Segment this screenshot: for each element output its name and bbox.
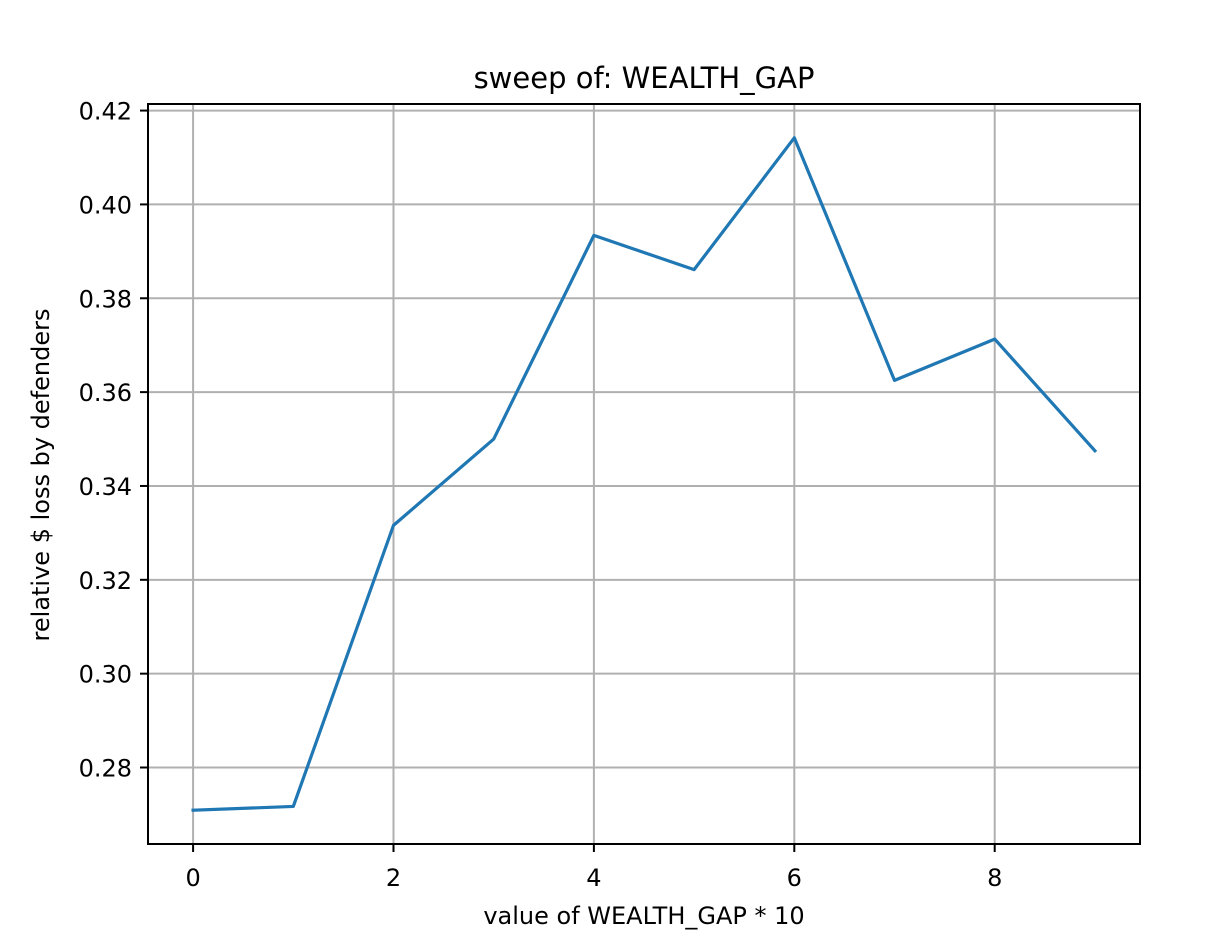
x-axis-label: value of WEALTH_GAP * 10	[483, 902, 804, 930]
y-axis-label: relative $ loss by defenders	[27, 309, 55, 642]
series-line	[191, 136, 1098, 812]
y-tick-labels: 0.28 0.30 0.32 0.34 0.36 0.38 0.40 0.42	[79, 98, 132, 783]
x-tick-labels: 0 2 4 6 8	[185, 864, 1002, 892]
y-tick-label: 0.30	[79, 661, 132, 689]
grid-lines	[148, 104, 1140, 844]
y-tick-label: 0.28	[79, 755, 132, 783]
data-series	[191, 136, 1098, 812]
axes-frame	[147, 103, 1141, 845]
x-tick-label: 2	[386, 864, 401, 892]
y-tick-label: 0.32	[79, 567, 132, 595]
x-tick-label: 0	[185, 864, 200, 892]
x-tick-label: 6	[787, 864, 802, 892]
x-tick-label: 8	[987, 864, 1002, 892]
y-tick-label: 0.42	[79, 98, 132, 126]
tick-marks	[140, 109, 996, 852]
x-tick-label: 4	[586, 864, 601, 892]
y-tick-label: 0.38	[79, 285, 132, 313]
y-tick-label: 0.34	[79, 473, 132, 501]
y-tick-label: 0.40	[79, 191, 132, 219]
chart-title: sweep of: WEALTH_GAP	[474, 61, 815, 95]
y-tick-label: 0.36	[79, 379, 132, 407]
